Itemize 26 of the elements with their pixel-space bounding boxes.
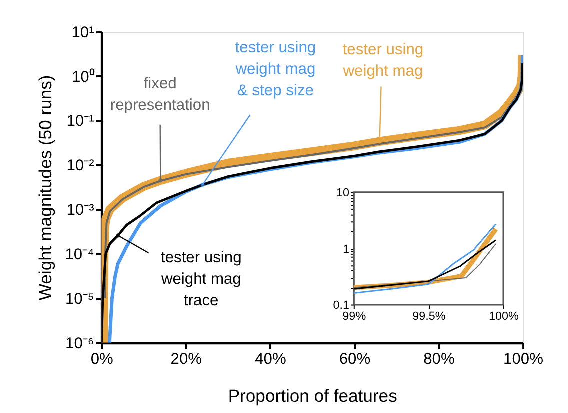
y-tick-label: 10⁻⁴ <box>65 246 94 264</box>
y-tick-label: 1 <box>342 242 350 256</box>
x-tick-label: 40% <box>255 350 286 368</box>
y-tick-label: 10¹ <box>72 24 94 42</box>
x-tick-label: 100% <box>504 350 544 368</box>
x-tick-label: 100% <box>488 310 519 323</box>
x-tick-label: 99.5% <box>412 310 446 323</box>
annotation: tester using weight mag <box>342 42 424 80</box>
y-tick-label: 10⁻⁵ <box>65 290 94 308</box>
annotation: tester using weight mag trace <box>160 250 242 310</box>
y-tick-label: 10⁰ <box>72 68 96 86</box>
y-tick-label: 10⁻¹ <box>66 113 94 130</box>
x-tick-label: 99% <box>342 310 366 323</box>
annotation: tester using weight mag & step size <box>234 40 316 100</box>
x-tick-label: 60% <box>339 350 371 368</box>
x-tick-label: 80% <box>424 350 455 368</box>
x-tick-label: 0% <box>90 350 114 368</box>
y-tick-label: 10⁻² <box>66 158 94 175</box>
x-tick-label: 20% <box>170 350 202 368</box>
x-axis-title: Proportion of features <box>228 386 398 406</box>
y-tick-label: 0.1 <box>333 299 350 312</box>
annotation: fixed representation <box>110 76 210 114</box>
y-tick-label: 10⁻³ <box>66 202 94 220</box>
y-axis-title: Weight magnitudes (50 runs) <box>36 75 56 301</box>
y-tick-label: 10⁻⁶ <box>66 335 94 352</box>
y-tick-label: 10 <box>336 186 350 200</box>
